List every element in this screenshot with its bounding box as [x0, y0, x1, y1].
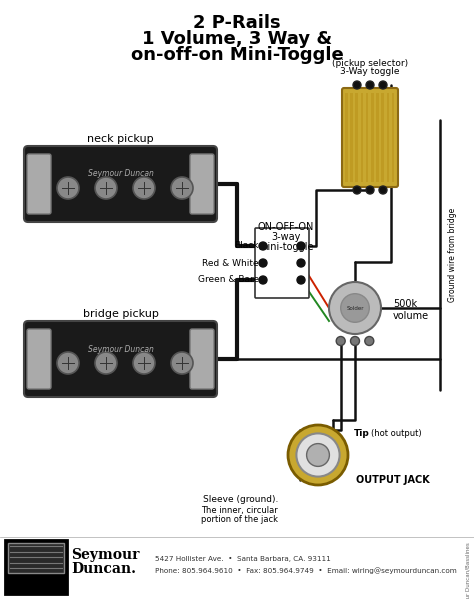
Text: Duncan.: Duncan.: [71, 562, 136, 576]
FancyBboxPatch shape: [27, 154, 51, 214]
Text: 2 P-Rails: 2 P-Rails: [193, 14, 281, 32]
Bar: [361, 93, 363, 182]
FancyBboxPatch shape: [342, 88, 398, 187]
Circle shape: [379, 81, 387, 89]
Circle shape: [259, 259, 267, 267]
Bar: [350, 93, 353, 182]
Circle shape: [297, 259, 305, 267]
Text: on-off-on Mini-Toggle: on-off-on Mini-Toggle: [131, 46, 343, 64]
Circle shape: [133, 352, 155, 374]
Bar: [371, 93, 374, 182]
Circle shape: [329, 282, 381, 334]
Circle shape: [366, 81, 374, 89]
Text: portion of the jack: portion of the jack: [201, 515, 278, 524]
Circle shape: [288, 425, 348, 485]
Circle shape: [336, 337, 345, 346]
FancyBboxPatch shape: [27, 329, 51, 389]
FancyBboxPatch shape: [24, 321, 217, 397]
Text: Copyright © 2008 Seymour Duncan/Basslines: Copyright © 2008 Seymour Duncan/Bassline…: [465, 542, 471, 599]
Text: OUTPUT JACK: OUTPUT JACK: [356, 475, 430, 485]
Circle shape: [259, 242, 267, 250]
Text: (hot output): (hot output): [371, 428, 422, 437]
Circle shape: [366, 186, 374, 194]
Circle shape: [133, 177, 155, 199]
FancyBboxPatch shape: [24, 146, 217, 222]
Circle shape: [57, 352, 79, 374]
Text: 5427 Hollister Ave.  •  Santa Barbara, CA. 93111: 5427 Hollister Ave. • Santa Barbara, CA.…: [155, 556, 331, 562]
Text: Solder: Solder: [346, 305, 364, 310]
Bar: [376, 93, 379, 182]
Text: neck pickup: neck pickup: [87, 134, 154, 144]
Text: Ground wire from bridge: Ground wire from bridge: [448, 208, 457, 302]
Text: (pickup selector): (pickup selector): [332, 59, 408, 68]
Text: Phone: 805.964.9610  •  Fax: 805.964.9749  •  Email: wiring@seymourduncan.com: Phone: 805.964.9610 • Fax: 805.964.9749 …: [155, 568, 457, 574]
Text: 1 Volume, 3 Way &: 1 Volume, 3 Way &: [142, 30, 332, 48]
Bar: [8, 543, 64, 573]
Circle shape: [307, 444, 329, 467]
Circle shape: [350, 337, 359, 346]
Text: Seymour Duncan: Seymour Duncan: [88, 170, 154, 179]
Circle shape: [171, 352, 193, 374]
Bar: [387, 93, 389, 182]
Circle shape: [95, 177, 117, 199]
Text: Red & White: Red & White: [202, 259, 259, 268]
Bar: [382, 93, 384, 182]
FancyBboxPatch shape: [255, 228, 309, 298]
Circle shape: [379, 186, 387, 194]
Text: Tip: Tip: [354, 428, 370, 437]
Text: Sleeve (ground).: Sleeve (ground).: [202, 495, 278, 504]
Text: Black: Black: [235, 241, 259, 250]
Circle shape: [259, 276, 267, 284]
Text: mini-toggle: mini-toggle: [258, 242, 314, 252]
Text: 500k: 500k: [393, 299, 417, 309]
FancyBboxPatch shape: [190, 329, 214, 389]
Text: ON-OFF-ON: ON-OFF-ON: [258, 222, 314, 232]
Bar: [366, 93, 368, 182]
Circle shape: [57, 177, 79, 199]
Circle shape: [365, 337, 374, 346]
Circle shape: [353, 186, 361, 194]
Circle shape: [95, 352, 117, 374]
Text: Seymour: Seymour: [71, 548, 139, 562]
Text: bridge pickup: bridge pickup: [82, 309, 158, 319]
Text: volume: volume: [393, 311, 429, 321]
Text: 3-Way toggle: 3-Way toggle: [340, 67, 400, 76]
Bar: [392, 93, 394, 182]
Bar: [356, 93, 358, 182]
Circle shape: [297, 276, 305, 284]
Circle shape: [341, 294, 369, 322]
Text: Green & Bare: Green & Bare: [198, 276, 259, 285]
Bar: [345, 93, 347, 182]
Text: 3-way: 3-way: [271, 232, 301, 242]
FancyBboxPatch shape: [190, 154, 214, 214]
Circle shape: [297, 242, 305, 250]
Circle shape: [296, 434, 339, 477]
Text: The inner, circular: The inner, circular: [201, 506, 278, 515]
Bar: [5, 540, 67, 594]
Circle shape: [171, 177, 193, 199]
Circle shape: [353, 81, 361, 89]
Text: Seymour Duncan: Seymour Duncan: [88, 344, 154, 353]
